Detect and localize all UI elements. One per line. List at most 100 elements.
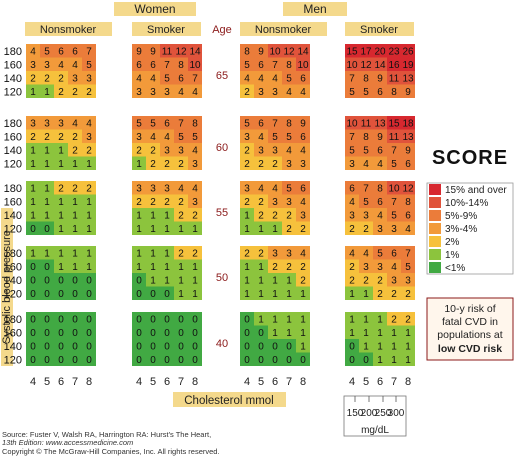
cell-value: 20 <box>374 46 386 57</box>
heatmap-cell <box>188 71 202 85</box>
cell-value: 1 <box>86 262 92 273</box>
cell-value: 3 <box>272 197 278 208</box>
cell-value: 5 <box>286 73 292 84</box>
cell-value: 2 <box>258 210 264 221</box>
cell-value: 6 <box>136 60 142 71</box>
cell-value: 1 <box>72 197 78 208</box>
cell-value: 1 <box>30 183 36 194</box>
cell-value: 5 <box>164 73 170 84</box>
heatmap-cell <box>188 57 202 71</box>
cell-value: 1 <box>72 210 78 221</box>
cell-value: 6 <box>391 248 397 259</box>
heatmap-cell <box>254 286 268 300</box>
cell-value: 2 <box>286 224 292 235</box>
cell-value: 0 <box>72 328 78 339</box>
cell-value: 1 <box>164 224 170 235</box>
cell-value: 4 <box>178 183 184 194</box>
heatmap-cell <box>268 84 282 98</box>
heatmap-cell <box>146 208 160 222</box>
heatmap-cell <box>160 246 174 260</box>
heatmap-cell <box>296 339 310 353</box>
heatmap-cell <box>188 339 202 353</box>
cell-value: 4 <box>286 87 292 98</box>
heatmap-cell <box>54 57 68 71</box>
cell-value: 2 <box>86 87 92 98</box>
heatmap-cell <box>174 286 188 300</box>
heatmap-cell <box>160 71 174 85</box>
heatmap-cell <box>160 44 174 58</box>
heatmap-cell <box>254 259 268 273</box>
cell-value: 14 <box>189 46 201 57</box>
cell-value: 4 <box>377 210 383 221</box>
men-nonsmoker-header: Nonsmoker <box>255 24 312 36</box>
heatmap-cell <box>401 156 415 170</box>
heatmap-cell <box>296 181 310 195</box>
legend: 15% and over 10%-14% 5%-9% 3%-4% 2% 1% <1% <box>426 182 514 275</box>
heatmap-cell <box>54 156 68 170</box>
cell-value: 1 <box>164 210 170 221</box>
heatmap-cell <box>132 208 146 222</box>
cell-value: 1 <box>178 262 184 273</box>
heatmap-cell <box>282 259 296 273</box>
cell-value: 2 <box>377 275 383 286</box>
cell-value: 2 <box>405 289 411 300</box>
cell-value: 1 <box>86 197 92 208</box>
heatmap-cell <box>82 116 96 130</box>
heatmap-cell <box>132 273 146 287</box>
cell-value: 0 <box>44 224 50 235</box>
women-nonsmoker-header: Nonsmoker <box>40 24 97 36</box>
cell-value: 1 <box>363 314 369 325</box>
heatmap-cell <box>345 44 359 58</box>
cell-value: 6 <box>164 118 170 129</box>
cell-value: 1 <box>192 224 198 235</box>
legend-swatch <box>429 197 441 208</box>
cell-value: 2 <box>349 275 355 286</box>
cell-value: 4 <box>300 197 306 208</box>
cell-value: 1 <box>258 289 264 300</box>
heatmap-cell <box>296 221 310 235</box>
cell-value: 0 <box>136 341 142 352</box>
cell-value: 1 <box>300 289 306 300</box>
cell-value: 5 <box>244 118 250 129</box>
cell-value: 0 <box>258 355 264 366</box>
heatmap-cell <box>282 208 296 222</box>
heatmap-cell <box>26 44 40 58</box>
cell-value: 0 <box>58 314 64 325</box>
sbp-tick-label: 140 <box>4 145 22 157</box>
sbp-tick-label: 180 <box>4 183 22 195</box>
cell-value: 6 <box>405 159 411 170</box>
heatmap-cell <box>132 116 146 130</box>
heatmap-cell <box>345 116 359 130</box>
cell-value: 3 <box>58 118 64 129</box>
cell-value: 0 <box>192 341 198 352</box>
heatmap-cell <box>240 194 254 208</box>
cell-value: 1 <box>86 224 92 235</box>
cell-value: 1 <box>286 289 292 300</box>
cell-value: 3 <box>192 197 198 208</box>
heatmap-cell <box>68 71 82 85</box>
cell-value: 9 <box>405 145 411 156</box>
cell-value: 5 <box>178 132 184 143</box>
men-nonsmoker-header-box <box>240 22 327 36</box>
heatmap-cell <box>54 71 68 85</box>
cell-value: 2 <box>72 145 78 156</box>
cell-value: 0 <box>258 341 264 352</box>
cell-value: 0 <box>30 341 36 352</box>
heatmap-cell <box>132 84 146 98</box>
heatmap-cell <box>188 194 202 208</box>
heatmap-cell <box>401 352 415 366</box>
cell-value: 2 <box>272 159 278 170</box>
heatmap-cell <box>359 84 373 98</box>
heatmap-cell <box>387 57 401 71</box>
cell-value: 1 <box>286 328 292 339</box>
cell-value: 0 <box>72 314 78 325</box>
cell-value: 0 <box>30 224 36 235</box>
cell-value: 0 <box>136 289 142 300</box>
heatmap-cell <box>40 273 54 287</box>
cell-value: 1 <box>44 210 50 221</box>
cell-value: 0 <box>150 289 156 300</box>
heatmap-cell <box>54 312 68 326</box>
heatmap-cell <box>373 259 387 273</box>
x-tick-label: 6 <box>377 376 383 388</box>
cell-value: 2 <box>58 87 64 98</box>
